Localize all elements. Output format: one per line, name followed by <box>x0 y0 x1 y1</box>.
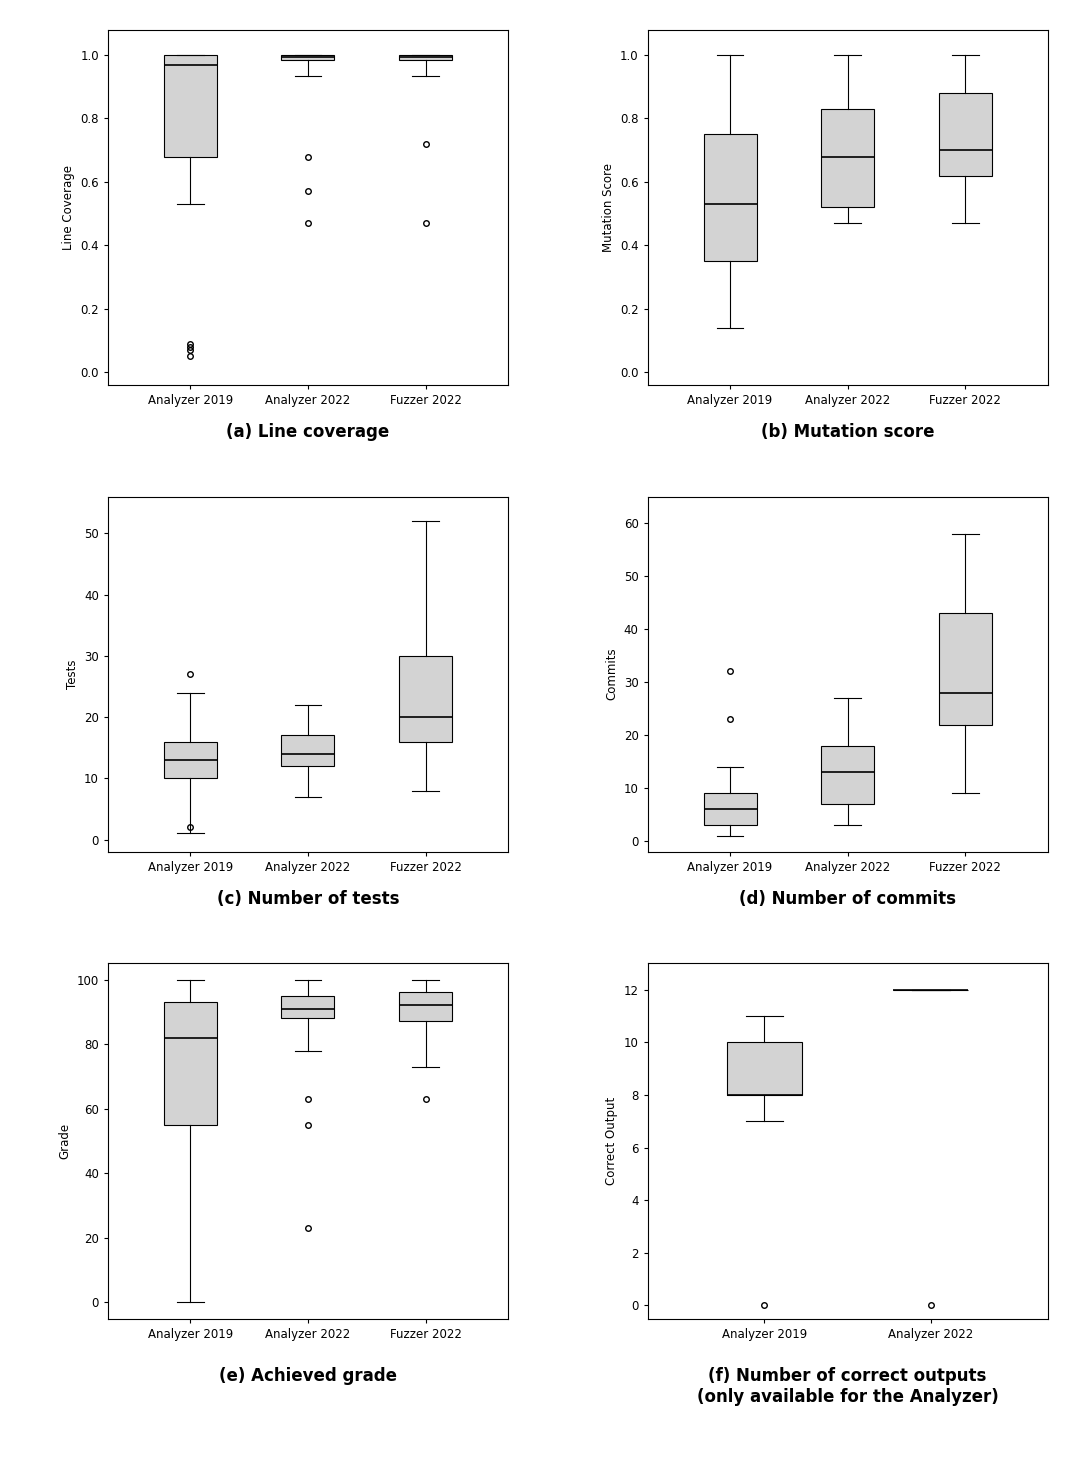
PathPatch shape <box>282 736 335 766</box>
PathPatch shape <box>704 135 757 261</box>
PathPatch shape <box>939 93 991 175</box>
Y-axis label: Mutation Score: Mutation Score <box>602 163 615 252</box>
PathPatch shape <box>164 1002 217 1125</box>
PathPatch shape <box>399 55 451 59</box>
Text: (c) Number of tests: (c) Number of tests <box>217 890 400 908</box>
PathPatch shape <box>164 742 217 778</box>
PathPatch shape <box>939 613 991 724</box>
PathPatch shape <box>704 794 757 825</box>
PathPatch shape <box>399 656 451 742</box>
Y-axis label: Grade: Grade <box>58 1123 71 1159</box>
Text: (a) Line coverage: (a) Line coverage <box>227 423 390 441</box>
Y-axis label: Commits: Commits <box>605 649 619 700</box>
PathPatch shape <box>821 108 874 208</box>
PathPatch shape <box>164 55 217 156</box>
Text: (b) Mutation score: (b) Mutation score <box>761 423 934 441</box>
Y-axis label: Correct Output: Correct Output <box>605 1097 618 1186</box>
PathPatch shape <box>282 55 335 59</box>
PathPatch shape <box>399 993 451 1021</box>
Text: (f) Number of correct outputs
(only available for the Analyzer): (f) Number of correct outputs (only avai… <box>697 1367 999 1405</box>
Y-axis label: Line Coverage: Line Coverage <box>62 165 75 249</box>
Text: (d) Number of commits: (d) Number of commits <box>739 890 956 908</box>
PathPatch shape <box>821 746 874 804</box>
Text: (e) Achieved grade: (e) Achieved grade <box>219 1367 397 1385</box>
PathPatch shape <box>727 1042 801 1095</box>
Y-axis label: Tests: Tests <box>66 659 79 689</box>
PathPatch shape <box>282 996 335 1018</box>
